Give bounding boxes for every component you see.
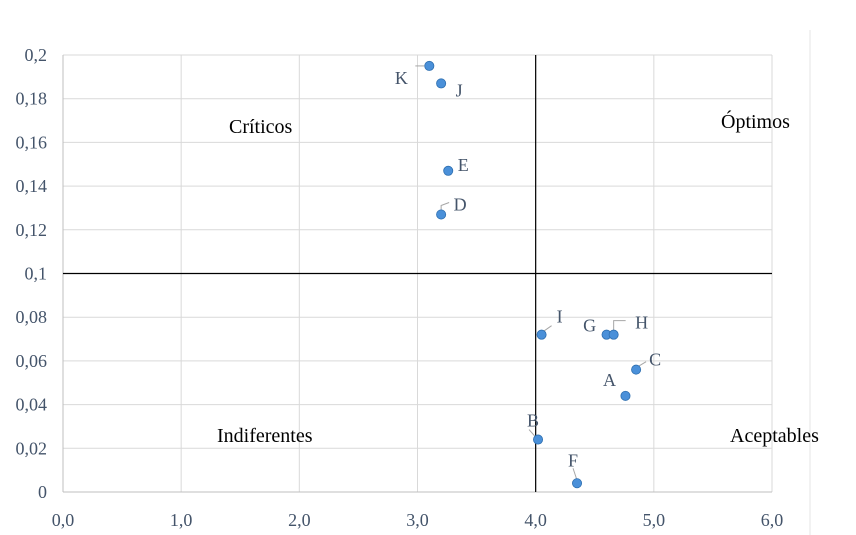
point-label-e: E bbox=[458, 155, 469, 175]
data-point-a bbox=[620, 390, 631, 401]
x-tick-label: 5,0 bbox=[643, 510, 666, 530]
leader-line-f bbox=[572, 468, 578, 481]
x-tick-label: 3,0 bbox=[406, 510, 429, 530]
x-tick-label: 2,0 bbox=[288, 510, 311, 530]
data-points bbox=[424, 60, 642, 489]
x-tick-label: 1,0 bbox=[170, 510, 193, 530]
y-tick-label: 0,1 bbox=[25, 264, 48, 284]
reference-lines bbox=[63, 55, 772, 492]
data-point-k bbox=[424, 60, 435, 71]
y-tick-label: 0,06 bbox=[16, 351, 48, 371]
chart-area-bg bbox=[0, 30, 810, 535]
point-label-b: B bbox=[527, 411, 539, 431]
y-tick-label: 0,14 bbox=[16, 176, 48, 196]
data-point-d bbox=[436, 209, 447, 220]
data-point-c bbox=[631, 364, 642, 375]
y-tick-label: 0,04 bbox=[16, 395, 48, 415]
quadrant-label-indiferentes: Indiferentes bbox=[217, 425, 313, 447]
quadrant-label-criticos: Críticos bbox=[229, 116, 293, 138]
y-tick-label: 0,2 bbox=[25, 45, 48, 65]
leader-line-d bbox=[440, 202, 450, 212]
point-label-a: A bbox=[603, 370, 616, 390]
y-tick-label: 0 bbox=[38, 482, 47, 502]
point-labels: K J ED I G HC A B F bbox=[395, 68, 661, 470]
y-tick-label: 0,08 bbox=[16, 307, 48, 327]
point-label-d: D bbox=[454, 195, 467, 215]
quadrant-label-optimos: Óptimos bbox=[721, 109, 790, 133]
point-label-c: C bbox=[649, 350, 661, 370]
point-label-h: H bbox=[635, 313, 648, 333]
data-point-j bbox=[436, 78, 447, 89]
x-tick-label: 4,0 bbox=[524, 510, 547, 530]
y-tick-label: 0,12 bbox=[16, 220, 48, 240]
data-point-i bbox=[536, 329, 547, 340]
point-label-i: I bbox=[557, 307, 563, 327]
data-point-e bbox=[443, 165, 454, 176]
quadrant-labels: Críticos Óptimos Indiferentes Aceptables bbox=[217, 109, 819, 447]
axes: 0 0,02 0,04 0,06 0,08 0,1 0,12 0,14 0,16 0,18 0,2 0… bbox=[16, 45, 784, 530]
quadrant-label-aceptables: Aceptables bbox=[730, 425, 819, 447]
x-tick-label: 6,0 bbox=[761, 510, 784, 530]
point-label-k: K bbox=[395, 68, 408, 88]
y-tick-label: 0,02 bbox=[16, 438, 48, 458]
leader-line-h bbox=[613, 320, 626, 332]
point-label-j: J bbox=[456, 80, 463, 100]
point-label-f: F bbox=[568, 450, 578, 470]
y-tick-label: 0,16 bbox=[16, 132, 48, 152]
point-label-g: G bbox=[583, 316, 596, 336]
data-point-h bbox=[608, 329, 619, 340]
y-tick-label: 0,18 bbox=[16, 89, 48, 109]
x-tick-label: 0,0 bbox=[52, 510, 75, 530]
data-point-f bbox=[572, 478, 583, 489]
data-point-b bbox=[533, 434, 544, 445]
